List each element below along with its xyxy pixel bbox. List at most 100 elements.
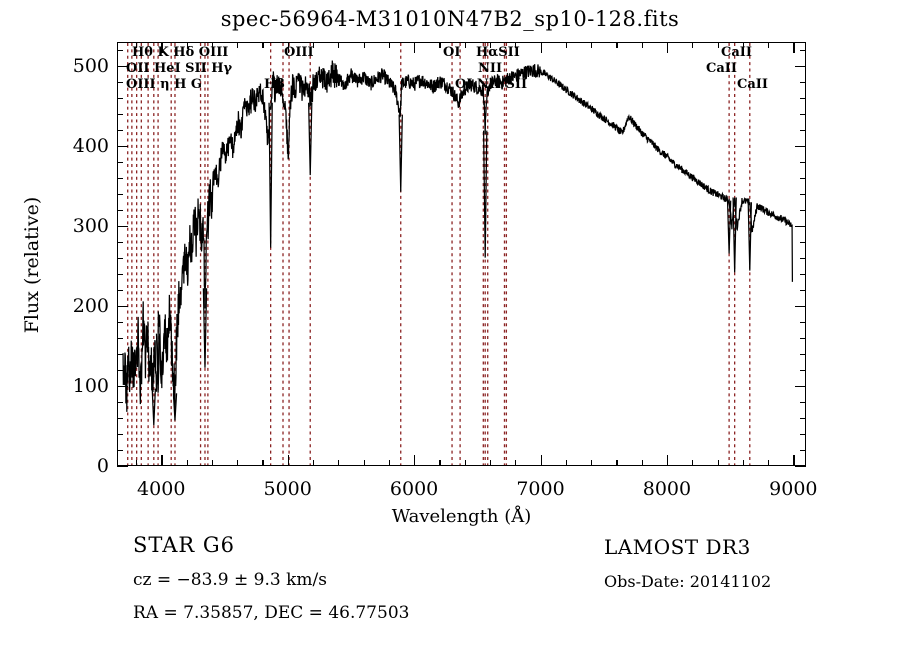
spectral-line-label: CaII <box>737 77 768 92</box>
x-tick-bottom <box>489 460 492 466</box>
y-tick-right <box>800 434 806 436</box>
y-tick-left <box>117 258 123 260</box>
y-tick-left <box>117 162 123 164</box>
x-tick-top <box>211 42 213 48</box>
x-tick-top <box>414 42 416 53</box>
absorption-feature <box>726 200 732 254</box>
y-tick-label: 0 <box>96 455 109 477</box>
x-tick-top <box>262 42 264 48</box>
spectral-line-label: NII <box>478 61 503 76</box>
y-tick-right <box>795 226 806 228</box>
absorption-feature <box>398 114 403 192</box>
survey-label: LAMOST DR3 <box>604 535 751 559</box>
x-tick-label: 5000 <box>263 478 312 500</box>
x-tick-top <box>616 42 618 48</box>
y-tick-left <box>117 178 123 180</box>
y-tick-right <box>800 418 806 420</box>
x-tick-bottom <box>768 460 770 466</box>
y-tick-left <box>117 322 123 324</box>
y-tick-left <box>117 466 128 468</box>
x-tick-bottom <box>161 455 163 466</box>
spectral-line-label: OII HeI SII Hγ <box>126 61 233 76</box>
x-tick-top <box>312 42 315 48</box>
y-tick-right <box>795 146 806 148</box>
y-tick-left <box>117 130 123 132</box>
y-tick-left <box>117 114 123 116</box>
x-tick-bottom <box>439 460 441 466</box>
x-tick-bottom <box>287 455 290 466</box>
y-tick-left <box>117 354 123 356</box>
x-tick-bottom <box>237 460 239 466</box>
y-tick-right <box>800 242 806 244</box>
x-tick-top <box>439 42 441 48</box>
absorption-feature <box>151 388 157 426</box>
observation-date-label: Obs-Date: 20141102 <box>604 572 772 591</box>
y-tick-right <box>800 450 806 452</box>
object-class-label: STAR G6 <box>133 533 236 557</box>
absorption-feature <box>155 333 161 393</box>
y-tick-left <box>117 226 128 228</box>
y-tick-left <box>117 98 123 100</box>
y-tick-right <box>800 402 806 404</box>
x-tick-top <box>540 42 542 53</box>
spectral-line-label: CaII <box>706 61 737 76</box>
y-tick-left <box>117 306 128 308</box>
y-tick-left <box>117 338 123 340</box>
x-tick-top <box>161 42 163 53</box>
spectral-line-label: OIII <box>284 45 314 60</box>
x-tick-top <box>489 42 492 48</box>
x-tick-bottom <box>464 460 466 466</box>
absorption-feature <box>482 130 488 258</box>
spectral-marker-lines <box>127 43 751 465</box>
y-tick-right <box>800 178 806 180</box>
x-tick-bottom <box>666 455 669 466</box>
page-title: spec-56964-M31010N47B2_sp10-128.fits <box>220 7 680 31</box>
x-tick-bottom <box>641 460 643 466</box>
y-tick-right <box>800 370 806 372</box>
x-tick-bottom <box>692 460 694 466</box>
y-tick-left <box>117 402 123 404</box>
absorption-feature <box>308 102 313 176</box>
y-tick-label: 400 <box>72 135 109 157</box>
x-tick-top <box>666 42 669 53</box>
spectrum-line <box>122 60 794 413</box>
absorption-feature <box>172 393 178 421</box>
spectral-line-label: Hβ <box>264 77 285 92</box>
y-tick-left <box>117 50 123 52</box>
y-tick-right <box>800 274 806 276</box>
y-tick-left <box>117 290 123 292</box>
y-tick-right <box>800 82 806 84</box>
x-tick-top <box>641 42 643 48</box>
y-tick-right <box>800 322 806 324</box>
x-tick-top <box>287 42 290 53</box>
x-tick-top <box>768 42 770 48</box>
y-tick-right <box>800 354 806 356</box>
y-tick-left <box>117 210 123 212</box>
x-tick-label: 8000 <box>642 478 692 500</box>
redshift-velocity-label: cz = −83.9 ± 9.3 km/s <box>133 570 327 590</box>
x-tick-bottom <box>414 455 416 466</box>
x-tick-bottom <box>616 460 618 466</box>
x-tick-top <box>237 42 239 48</box>
x-tick-bottom <box>515 460 517 466</box>
x-tick-top <box>464 42 466 48</box>
plot-area: Hθ K Hδ OIII OII HeI SII Hγ OIII η H G OIII… <box>118 43 805 465</box>
y-tick-left <box>117 386 128 388</box>
y-tick-right <box>795 386 806 388</box>
y-tick-label: 100 <box>72 375 109 397</box>
x-tick-bottom <box>742 460 744 466</box>
spectral-line-label: OI <box>443 45 461 60</box>
y-tick-right <box>800 258 806 260</box>
x-tick-top <box>742 42 744 48</box>
spectral-line-label: Hθ K Hδ OIII <box>132 45 229 60</box>
x-tick-bottom <box>591 460 593 466</box>
spectral-line-label: CaII <box>721 45 752 60</box>
y-tick-left <box>117 194 123 196</box>
absorption-feature <box>268 102 273 248</box>
x-tick-top <box>186 42 188 48</box>
y-tick-right <box>795 66 806 68</box>
spectral-line-label: OI NII SII <box>455 77 528 92</box>
x-tick-bottom <box>338 460 340 466</box>
x-tick-top <box>565 42 567 48</box>
